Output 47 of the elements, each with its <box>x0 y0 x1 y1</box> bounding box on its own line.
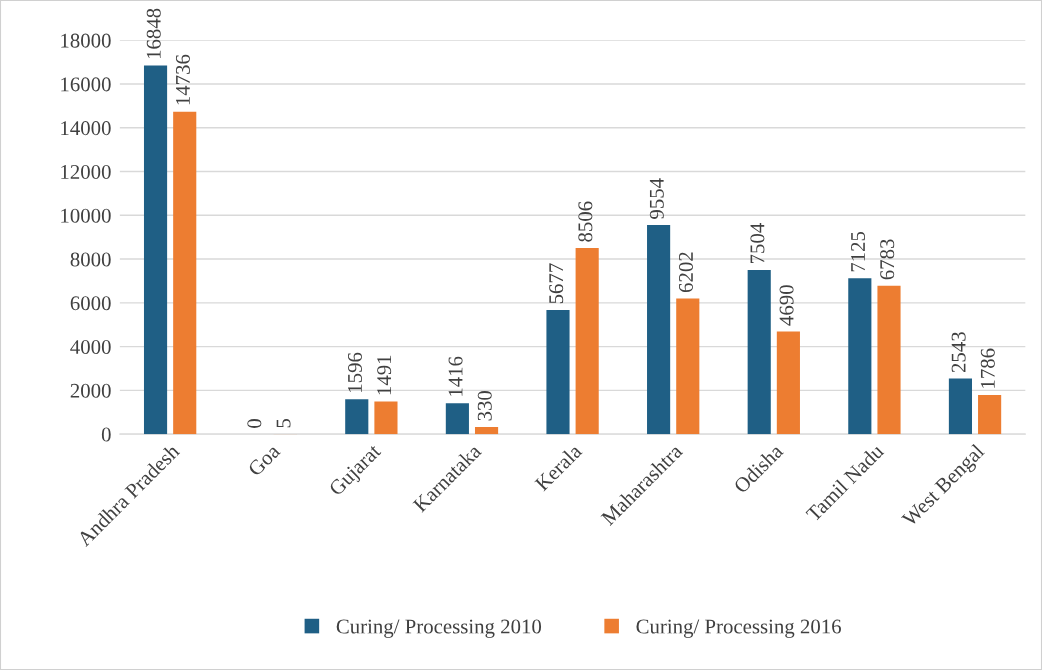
data-label: 7504 <box>750 223 765 264</box>
bar <box>978 395 1002 435</box>
y-tick-label: 14000 <box>61 121 111 136</box>
data-label: 330 <box>477 391 492 421</box>
legend-label: Curing/ Processing 2010 <box>336 619 542 638</box>
data-label: 4690 <box>779 285 794 326</box>
bar <box>877 285 901 435</box>
data-label: 6202 <box>678 252 693 293</box>
bar <box>948 378 972 435</box>
y-tick-label: 4000 <box>70 339 111 355</box>
bar <box>345 399 369 435</box>
bar <box>173 111 197 435</box>
y-tick-label: 10000 <box>61 208 111 223</box>
bar <box>445 403 469 435</box>
bar <box>474 426 499 435</box>
data-label: 5 <box>276 418 291 428</box>
bar <box>776 331 800 435</box>
data-label: 8506 <box>578 201 593 242</box>
y-tick-label: 8000 <box>70 252 111 267</box>
bar <box>848 278 872 435</box>
data-label: 7125 <box>851 231 866 272</box>
data-label: 1491 <box>377 355 392 395</box>
bar <box>575 247 599 435</box>
data-label: 14736 <box>175 54 190 105</box>
bar <box>647 225 671 435</box>
data-label: 0 <box>247 419 262 428</box>
bar <box>143 65 168 435</box>
data-label: 6783 <box>880 239 895 280</box>
data-label: 1596 <box>347 352 362 392</box>
y-tick-label: 6000 <box>70 296 111 311</box>
data-label: 1786 <box>980 348 995 388</box>
data-label: 9554 <box>649 178 664 219</box>
bar <box>374 401 398 435</box>
y-tick-label: 2000 <box>70 383 111 398</box>
data-label: 5677 <box>549 263 564 304</box>
bar <box>747 269 771 435</box>
bar <box>546 309 570 435</box>
x-tick-label: Goa <box>247 443 281 477</box>
y-tick-label: 18000 <box>61 33 111 48</box>
y-tick-label: 16000 <box>61 77 111 92</box>
data-label: 2543 <box>951 332 966 373</box>
legend-label: Curing/ Processing 2016 <box>636 619 841 638</box>
data-label: 16848 <box>146 8 161 59</box>
y-tick-label: 0 <box>101 427 111 442</box>
y-tick-label: 12000 <box>61 164 111 179</box>
bar <box>676 298 700 435</box>
data-label: 1416 <box>448 356 463 396</box>
